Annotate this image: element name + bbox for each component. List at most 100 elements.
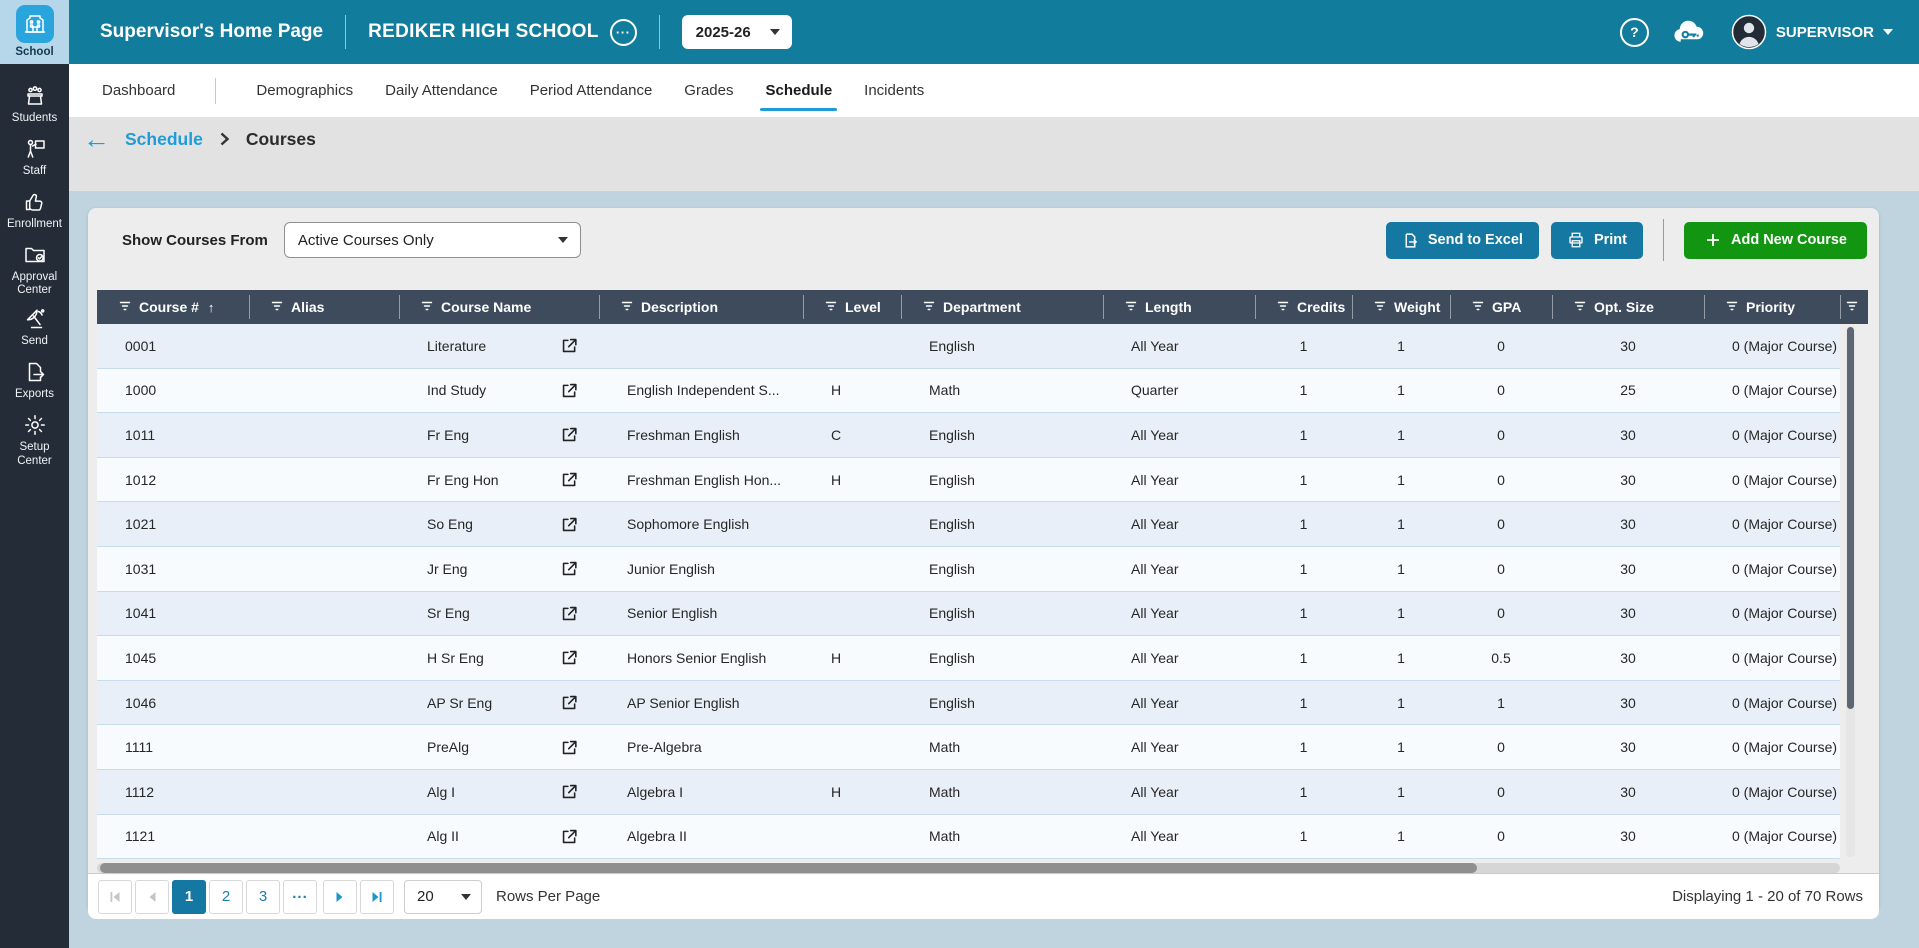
tab-period-attendance[interactable]: Period Attendance — [529, 82, 653, 99]
filter-icon[interactable] — [923, 299, 935, 315]
rows-per-page-select[interactable]: 20 — [404, 879, 482, 914]
filter-icon[interactable] — [119, 299, 131, 315]
chevron-down-icon — [769, 29, 780, 35]
tab-dashboard[interactable]: Dashboard — [102, 82, 176, 99]
tab-daily-attendance[interactable]: Daily Attendance — [385, 82, 498, 99]
open-course-external-link-icon[interactable] — [560, 604, 579, 623]
tab-demographics[interactable]: Demographics — [256, 82, 354, 99]
table-row[interactable]: 1046 AP Sr Eng AP Senior English English All… — [97, 680, 1840, 726]
open-course-external-link-icon[interactable] — [560, 738, 579, 757]
cell-length: All Year — [1131, 649, 1179, 666]
sidebar-item-send[interactable]: Send — [0, 297, 69, 350]
sidebar-item-setup-center[interactable]: Setup Center — [0, 403, 69, 467]
open-course-external-link-icon[interactable] — [560, 782, 579, 801]
horizontal-scrollbar-thumb[interactable] — [100, 863, 1477, 874]
horizontal-scrollbar[interactable] — [97, 863, 1840, 874]
previous-page-button[interactable] — [135, 879, 169, 914]
table-row[interactable]: 1112 Alg I Algebra I H Math All Year 1 1 0 30 0 (M… — [97, 769, 1840, 815]
table-row[interactable]: 1021 So Eng Sophomore English English All Ye… — [97, 502, 1840, 547]
open-course-external-link-icon[interactable] — [560, 827, 579, 846]
open-course-external-link-icon[interactable] — [560, 559, 579, 578]
column-header-priority[interactable]: Priority — [1704, 290, 1840, 324]
open-course-external-link-icon[interactable] — [560, 515, 579, 534]
print-button[interactable]: Print — [1550, 221, 1643, 259]
sidebar-item-exports[interactable]: Exports — [0, 350, 69, 403]
cell-course-name: Literature — [399, 336, 599, 355]
pages-ellipsis[interactable]: ... — [283, 879, 317, 914]
course-name-text: So Eng — [427, 516, 473, 533]
courses-filter-select[interactable]: Active Courses Only — [283, 222, 581, 258]
column-header-extra[interactable] — [1840, 290, 1868, 324]
sidebar-item-students[interactable]: Students — [0, 74, 69, 127]
school-year-select[interactable]: 2025-26 — [681, 15, 792, 49]
filter-icon[interactable] — [1277, 299, 1289, 315]
table-row[interactable]: 1121 Alg II Algebra II Math All Year 1 1 0 30 0 (… — [97, 814, 1840, 860]
column-header-description[interactable]: Description — [599, 290, 803, 324]
page-button-1[interactable]: 1 — [172, 879, 206, 914]
sidebar-item-staff[interactable]: Staff — [0, 127, 69, 180]
column-header-length[interactable]: Length — [1103, 290, 1255, 324]
cell-opt-size: 30 — [1620, 516, 1636, 533]
filter-icon[interactable] — [1125, 299, 1137, 315]
filter-icon[interactable] — [421, 299, 433, 315]
page-button-2[interactable]: 2 — [209, 879, 243, 914]
table-row[interactable]: 1012 Fr Eng Hon Freshman English Hon... H En… — [97, 457, 1840, 503]
cell-length: All Year — [1131, 560, 1179, 577]
grid-body: 0001 Literature English All Year 1 1 0 30 0 (Maj… — [97, 324, 1840, 860]
table-row[interactable]: 1031 Jr Eng Junior English English All Year 1… — [97, 546, 1840, 592]
cloud-key-icon[interactable] — [1671, 19, 1709, 46]
school-options-ellipsis-icon[interactable]: ··· — [609, 18, 637, 46]
column-header-opt-size[interactable]: Opt. Size — [1552, 290, 1704, 324]
tab-incidents[interactable]: Incidents — [864, 82, 925, 99]
send-to-excel-button[interactable]: Send to Excel — [1385, 221, 1539, 259]
column-header-weight[interactable]: Weight — [1352, 290, 1450, 324]
open-course-external-link-icon[interactable] — [560, 693, 579, 712]
sidebar-item-enrollment[interactable]: Enrollment — [0, 180, 69, 233]
vertical-scrollbar[interactable] — [1846, 326, 1855, 857]
filter-icon[interactable] — [1374, 299, 1386, 315]
table-row[interactable]: 0001 Literature English All Year 1 1 0 30 0 (Maj… — [97, 324, 1840, 369]
open-course-external-link-icon[interactable] — [560, 425, 579, 444]
sidebar-item-school[interactable]: School — [0, 0, 69, 64]
table-row[interactable]: 1111 PreAlg Pre-Algebra Math All Year 1 1 0 30 0 … — [97, 725, 1840, 770]
column-header-alias[interactable]: Alias — [249, 290, 399, 324]
column-header-department[interactable]: Department — [901, 290, 1103, 324]
last-page-icon — [372, 891, 382, 902]
back-arrow-icon[interactable]: ← — [83, 124, 110, 154]
column-header-gpa[interactable]: GPA — [1450, 290, 1552, 324]
tab-schedule[interactable]: Schedule — [760, 78, 837, 111]
filter-icon[interactable] — [621, 299, 633, 315]
breadcrumb-parent-link[interactable]: Schedule — [125, 128, 203, 149]
user-menu[interactable]: SUPERVISOR — [1731, 14, 1893, 50]
table-row[interactable]: 1000 Ind Study English Independent S... H Ma… — [97, 368, 1840, 414]
column-header-credits[interactable]: Credits — [1255, 290, 1352, 324]
filter-icon[interactable] — [1472, 299, 1484, 315]
column-header-course-name[interactable]: Course Name — [399, 290, 599, 324]
sort-asc-icon: ↑ — [207, 299, 215, 315]
filter-icon[interactable] — [1846, 299, 1858, 315]
table-row[interactable]: 1011 Fr Eng Freshman English C English All Ye… — [97, 413, 1840, 458]
add-new-course-button[interactable]: Add New Course — [1683, 221, 1867, 259]
column-header-level[interactable]: Level — [803, 290, 901, 324]
vertical-scrollbar-thumb[interactable] — [1847, 327, 1854, 710]
last-page-button[interactable] — [360, 879, 394, 914]
sidebar-item-label: Enrollment — [7, 218, 62, 230]
first-page-button[interactable] — [98, 879, 132, 914]
help-icon[interactable]: ? — [1619, 17, 1649, 47]
open-course-external-link-icon[interactable] — [560, 648, 579, 667]
filter-icon[interactable] — [1574, 299, 1586, 315]
open-course-external-link-icon[interactable] — [560, 381, 579, 400]
open-course-external-link-icon[interactable] — [560, 336, 579, 355]
next-page-button[interactable] — [323, 879, 357, 914]
filter-icon[interactable] — [271, 299, 283, 315]
column-header-course-[interactable]: Course # ↑ — [97, 290, 249, 324]
filter-icon[interactable] — [1726, 299, 1738, 315]
page-button-3[interactable]: 3 — [246, 879, 280, 914]
sidebar-item-approval-center[interactable]: Approval Center — [0, 233, 69, 297]
open-course-external-link-icon[interactable] — [560, 470, 579, 489]
filter-icon[interactable] — [825, 299, 837, 315]
table-row[interactable]: 1045 H Sr Eng Honors Senior English H Englis… — [97, 636, 1840, 681]
cell-course-num: 1012 — [125, 471, 157, 488]
tab-grades[interactable]: Grades — [684, 82, 734, 99]
table-row[interactable]: 1041 Sr Eng Senior English English All Year 1… — [97, 591, 1840, 637]
